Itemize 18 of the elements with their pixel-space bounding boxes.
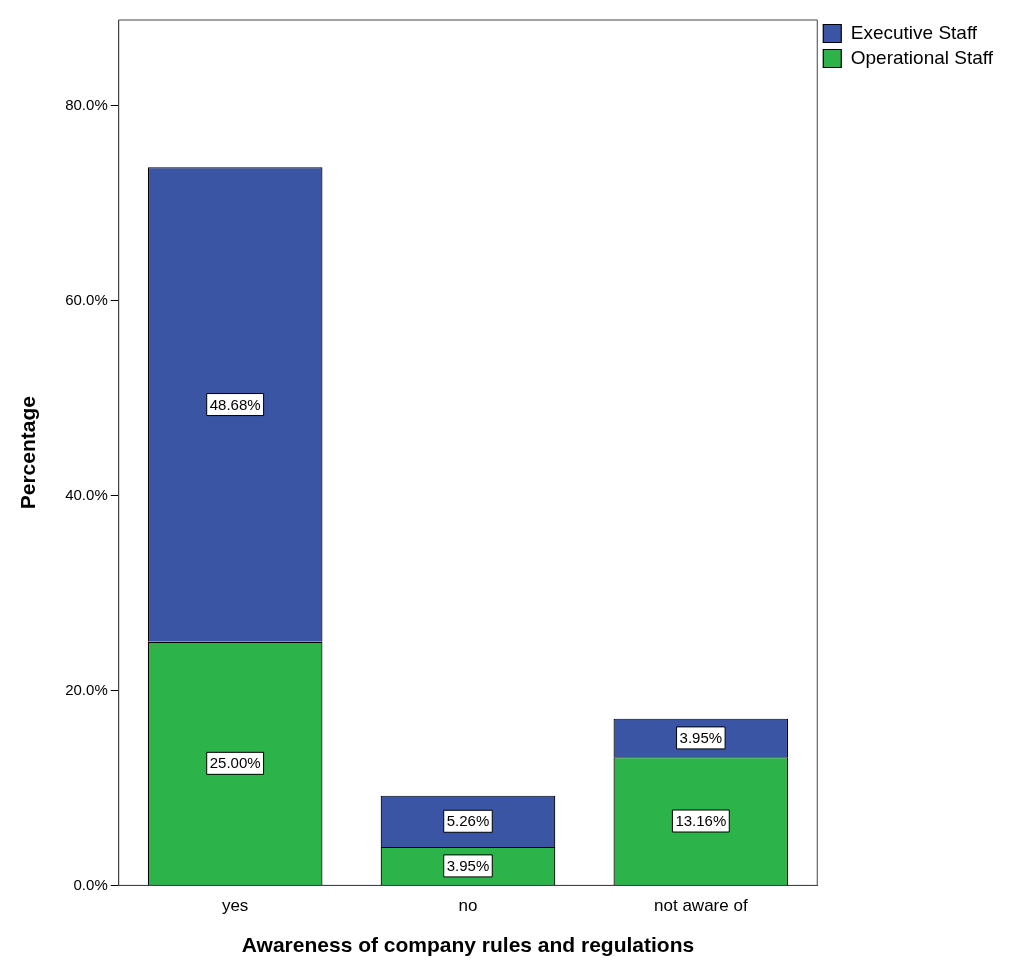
data-label: 13.16% bbox=[675, 812, 727, 830]
y-tick-label: 60.0% bbox=[65, 290, 108, 308]
data-label: 3.95% bbox=[679, 729, 723, 747]
y-tick-label: 80.0% bbox=[65, 95, 108, 113]
legend-label: Operational Staff bbox=[850, 46, 994, 68]
x-tick-label: yes bbox=[221, 896, 249, 916]
data-label: 3.95% bbox=[446, 857, 490, 875]
x-tick-label: no bbox=[458, 896, 478, 916]
data-label: 5.26% bbox=[446, 812, 490, 830]
y-tick-label: 20.0% bbox=[65, 680, 108, 698]
data-label: 25.00% bbox=[209, 754, 261, 772]
data-label: 48.68% bbox=[209, 395, 261, 413]
legend-label: Executive Staff bbox=[850, 21, 978, 43]
x-axis-title: Awareness of company rules and regulations bbox=[241, 933, 695, 957]
x-tick-label: not aware of bbox=[654, 896, 748, 916]
y-tick-label: 0.0% bbox=[73, 875, 108, 893]
y-axis-title: Percentage bbox=[16, 396, 40, 510]
y-tick-label: 40.0% bbox=[65, 485, 108, 503]
